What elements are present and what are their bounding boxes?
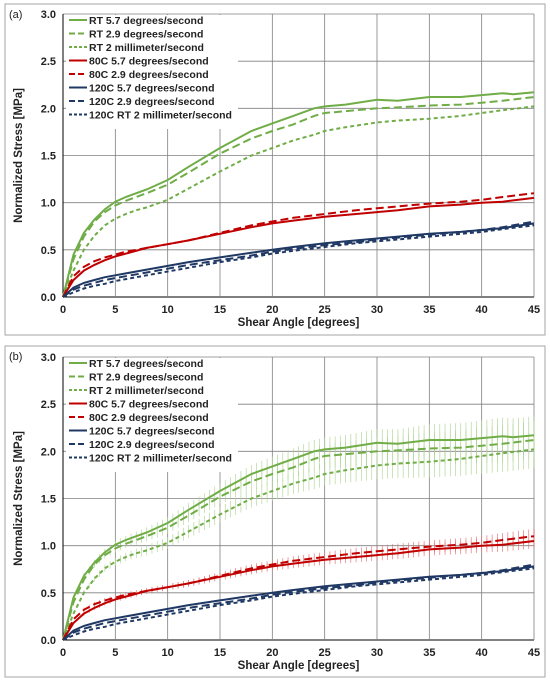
legend-label-1: RT 5.7 degrees/second bbox=[89, 358, 203, 370]
y-tick-label: 3.0 bbox=[41, 352, 56, 364]
legend-label-6: 120C 5.7 degrees/second bbox=[89, 83, 214, 95]
y-tick-label: 1.0 bbox=[41, 541, 56, 553]
y-tick-label: 1.5 bbox=[41, 151, 56, 163]
x-tick-label: 25 bbox=[319, 647, 331, 659]
legend-label-7: 120C 2.9 degrees/second bbox=[89, 96, 214, 108]
x-tick-label: 40 bbox=[476, 647, 488, 659]
series-line-5 bbox=[62, 535, 535, 641]
x-tick-label: 10 bbox=[162, 304, 174, 316]
legend-label-6: 120C 5.7 degrees/second bbox=[89, 426, 214, 438]
legend-background bbox=[66, 15, 238, 129]
legend-label-8: 120C RT 2 millimeter/second bbox=[89, 453, 232, 465]
y-tick-label: 2.0 bbox=[41, 103, 56, 115]
legend-label-4: 80C 5.7 degrees/second bbox=[89, 56, 209, 68]
x-tick-label: 20 bbox=[266, 304, 278, 316]
series-line-1 bbox=[62, 91, 535, 298]
y-axis-label: Normalized Stress [MPa] bbox=[13, 88, 25, 223]
series-line-7 bbox=[62, 563, 535, 641]
x-tick-label: 30 bbox=[371, 647, 383, 659]
x-axis-label: Shear Angle [degrees] bbox=[238, 317, 360, 329]
x-tick-label: 10 bbox=[162, 647, 174, 659]
y-tick-label: 2.5 bbox=[41, 56, 56, 68]
y-tick-label: 0.0 bbox=[41, 635, 56, 647]
chart-panel-1: (a) 0.0 0.5 1.0 1.5 2.0 2.5 3.0 0 5 10 15 20 25 30 35 40… bbox=[4, 3, 546, 336]
series-line-3 bbox=[62, 448, 535, 641]
y-tick-label: 3.0 bbox=[41, 9, 56, 21]
x-tick-label: 0 bbox=[60, 304, 66, 316]
x-tick-label: 30 bbox=[371, 304, 383, 316]
x-tick-label: 20 bbox=[266, 647, 278, 659]
series-line-3 bbox=[62, 105, 535, 298]
x-tick-label: 0 bbox=[60, 647, 66, 659]
legend-label-7: 120C 2.9 degrees/second bbox=[89, 439, 214, 451]
x-tick-label: 15 bbox=[214, 647, 226, 659]
legend-label-1: RT 5.7 degrees/second bbox=[89, 15, 203, 27]
legend-label-3: RT 2 millimeter/second bbox=[89, 42, 204, 54]
series-line-1 bbox=[62, 434, 535, 641]
x-tick-label: 35 bbox=[423, 647, 435, 659]
y-tick-label: 2.5 bbox=[41, 399, 56, 411]
series-line-2 bbox=[62, 439, 535, 641]
x-tick-label: 15 bbox=[214, 304, 226, 316]
series-line-7 bbox=[62, 220, 535, 298]
x-tick-label: 5 bbox=[112, 304, 118, 316]
x-tick-label: 25 bbox=[319, 304, 331, 316]
x-tick-label: 40 bbox=[476, 304, 488, 316]
legend-label-5: 80C 2.9 degrees/second bbox=[89, 69, 209, 81]
series-line-5 bbox=[62, 192, 535, 298]
x-tick-label: 45 bbox=[528, 304, 540, 316]
legend-label-2: RT 2.9 degrees/second bbox=[89, 29, 203, 41]
y-tick-label: 0.5 bbox=[41, 588, 56, 600]
series-line-2 bbox=[62, 96, 535, 298]
legend: RT 5.7 degrees/second RT 2.9 degrees/seco… bbox=[66, 15, 238, 129]
x-tick-label: 45 bbox=[528, 647, 540, 659]
panel-label: (b) bbox=[9, 351, 22, 363]
panel-label: (a) bbox=[9, 9, 22, 21]
y-tick-label: 0.0 bbox=[41, 292, 56, 304]
legend-label-2: RT 2.9 degrees/second bbox=[89, 372, 203, 384]
y-axis-label: Normalized Stress [MPa] bbox=[13, 431, 25, 566]
series-line-4 bbox=[62, 196, 535, 298]
chart-panel-2: (b) 0.0 0.5 1.0 1.5 2.0 2.5 3.0 0 5 10 15 20 25 30 35 40… bbox=[4, 345, 546, 678]
x-tick-label: 35 bbox=[423, 304, 435, 316]
y-tick-label: 1.5 bbox=[41, 494, 56, 506]
x-tick-label: 5 bbox=[112, 647, 118, 659]
series-line-4 bbox=[62, 540, 535, 641]
y-tick-label: 2.0 bbox=[41, 446, 56, 458]
legend-label-4: 80C 5.7 degrees/second bbox=[89, 399, 209, 411]
legend-label-8: 120C RT 2 millimeter/second bbox=[89, 110, 232, 122]
legend-label-5: 80C 2.9 degrees/second bbox=[89, 412, 209, 424]
y-tick-label: 0.5 bbox=[41, 245, 56, 257]
y-tick-label: 1.0 bbox=[41, 198, 56, 210]
legend-background bbox=[66, 358, 238, 472]
legend: RT 5.7 degrees/second RT 2.9 degrees/seco… bbox=[66, 358, 238, 472]
legend-label-3: RT 2 millimeter/second bbox=[89, 385, 204, 397]
x-axis-label: Shear Angle [degrees] bbox=[238, 660, 360, 672]
